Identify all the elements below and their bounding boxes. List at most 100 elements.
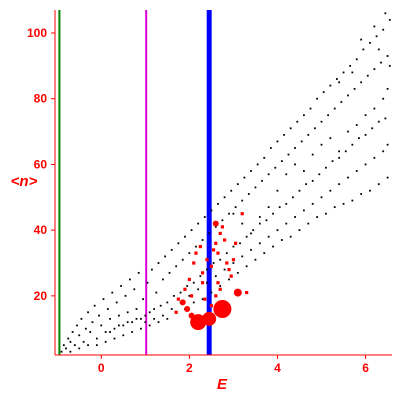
data-point	[362, 48, 365, 51]
data-point	[223, 196, 226, 199]
data-point	[320, 120, 323, 123]
highlight-point	[192, 261, 196, 265]
data-point	[250, 170, 252, 172]
data-point	[303, 114, 305, 117]
data-point	[369, 41, 371, 44]
data-point	[133, 288, 136, 291]
highlight-point	[225, 261, 229, 265]
data-point	[388, 18, 391, 21]
x-tick-label: 6	[362, 361, 369, 375]
data-point	[366, 74, 369, 77]
data-point	[78, 334, 81, 337]
data-point	[300, 140, 303, 143]
data-point	[386, 176, 389, 179]
data-point	[95, 344, 98, 347]
data-point	[122, 324, 125, 327]
data-point	[82, 340, 85, 343]
data-point	[386, 87, 389, 90]
data-point	[126, 311, 129, 314]
data-point	[386, 55, 389, 57]
y-tick-label: 60	[34, 157, 48, 171]
data-point	[78, 347, 81, 350]
data-point	[254, 258, 257, 261]
data-point	[84, 327, 87, 330]
data-point	[382, 97, 385, 100]
data-point	[140, 317, 142, 320]
data-point	[358, 137, 360, 140]
data-point	[349, 64, 352, 67]
data-point	[137, 271, 140, 274]
data-point	[71, 331, 74, 333]
data-point	[360, 81, 363, 84]
data-point	[148, 311, 151, 314]
data-point	[91, 321, 94, 324]
data-point	[115, 301, 118, 304]
data-point	[276, 140, 279, 143]
data-point	[120, 285, 122, 287]
data-point	[69, 340, 72, 343]
data-point	[232, 262, 235, 264]
data-point	[347, 130, 349, 133]
data-point	[230, 189, 233, 192]
data-point	[373, 25, 376, 28]
data-point	[258, 222, 261, 225]
data-point	[364, 133, 367, 136]
data-point	[347, 94, 349, 97]
data-point	[311, 179, 314, 182]
data-point	[195, 245, 197, 248]
data-point	[184, 235, 186, 238]
data-point	[296, 120, 299, 123]
data-point	[217, 202, 219, 205]
data-point	[351, 71, 354, 74]
highlight-point	[174, 310, 178, 314]
data-point	[331, 160, 334, 163]
data-point	[109, 331, 111, 333]
data-point	[93, 304, 96, 307]
highlight-point	[212, 220, 219, 227]
highlight-point	[229, 274, 233, 278]
data-point	[113, 327, 116, 330]
data-point	[294, 147, 296, 149]
data-point	[210, 209, 213, 212]
highlight-point	[220, 225, 224, 229]
data-point	[153, 308, 156, 310]
data-point	[181, 258, 184, 261]
highlight-point	[184, 306, 191, 312]
data-point	[382, 150, 385, 153]
data-point	[371, 127, 374, 130]
highlight-point	[216, 281, 220, 285]
data-point	[73, 344, 76, 347]
data-point	[314, 127, 316, 130]
data-point	[223, 268, 226, 271]
data-point	[199, 275, 202, 278]
data-point	[386, 143, 389, 146]
data-point	[316, 97, 319, 100]
data-point	[146, 281, 149, 284]
data-point	[179, 291, 182, 294]
data-point	[307, 133, 310, 136]
data-point	[309, 107, 312, 110]
data-point	[342, 202, 345, 205]
x-tick-label: 2	[186, 361, 193, 375]
highlight-point	[200, 281, 205, 285]
data-point	[148, 324, 151, 327]
data-point	[87, 344, 89, 347]
data-point	[267, 173, 270, 176]
data-point	[135, 317, 138, 320]
data-point	[128, 278, 131, 281]
data-point	[60, 350, 63, 353]
ticks: 0 2 4 6 20 40 60 80 100	[27, 26, 369, 375]
highlight-point	[190, 314, 207, 331]
data-point	[76, 324, 78, 327]
data-point	[338, 156, 341, 159]
data-point	[170, 248, 173, 251]
data-point	[256, 163, 259, 166]
data-point	[203, 216, 206, 218]
data-point	[353, 87, 356, 90]
data-point	[298, 229, 301, 232]
data-point	[322, 91, 325, 94]
data-point	[311, 202, 314, 205]
y-tick-label: 100	[27, 26, 47, 40]
data-point	[338, 150, 341, 153]
x-tick-label: 0	[98, 361, 105, 375]
